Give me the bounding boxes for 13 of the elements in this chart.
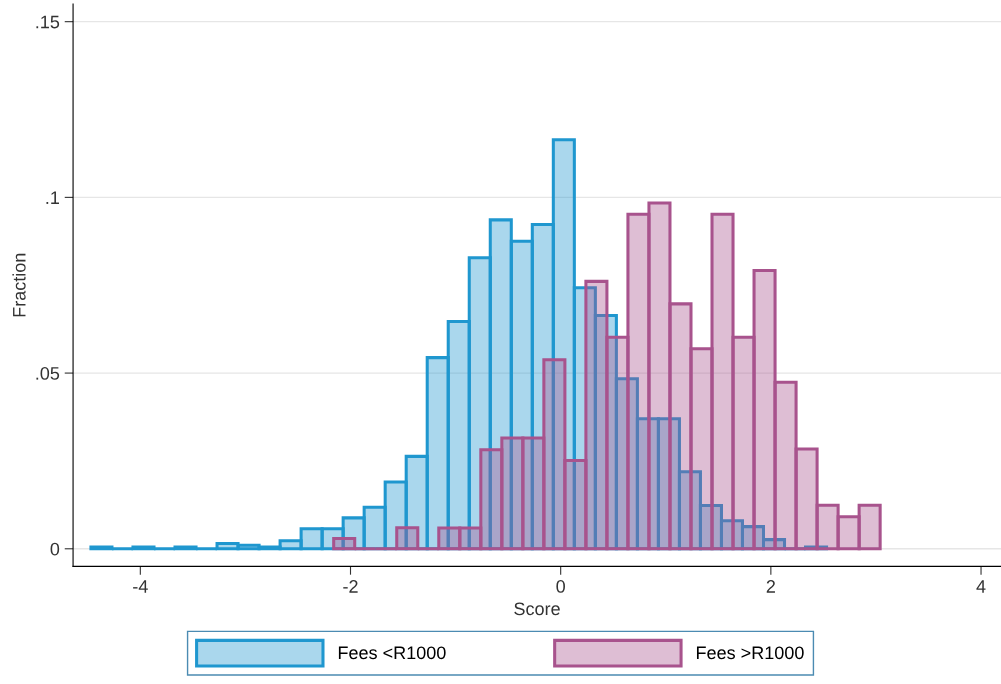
x-axis-title: Score: [514, 602, 560, 616]
x-tick-label: -2: [343, 580, 358, 593]
y-tick-label: .05: [36, 367, 60, 380]
y-tick-label: .15: [36, 15, 60, 29]
text: Fees <R1000: [338, 646, 446, 660]
y-tick-label: .1: [46, 191, 59, 204]
x-tick-label: 4: [976, 580, 986, 593]
x-tick-label: 0: [556, 580, 565, 593]
x-tick-label: -4: [133, 580, 148, 593]
y-tick-label: 0: [50, 542, 60, 556]
y-axis-title: Fraction: [12, 253, 26, 317]
x-tick-label: 2: [766, 580, 775, 593]
text: Fees >R1000: [696, 646, 804, 660]
